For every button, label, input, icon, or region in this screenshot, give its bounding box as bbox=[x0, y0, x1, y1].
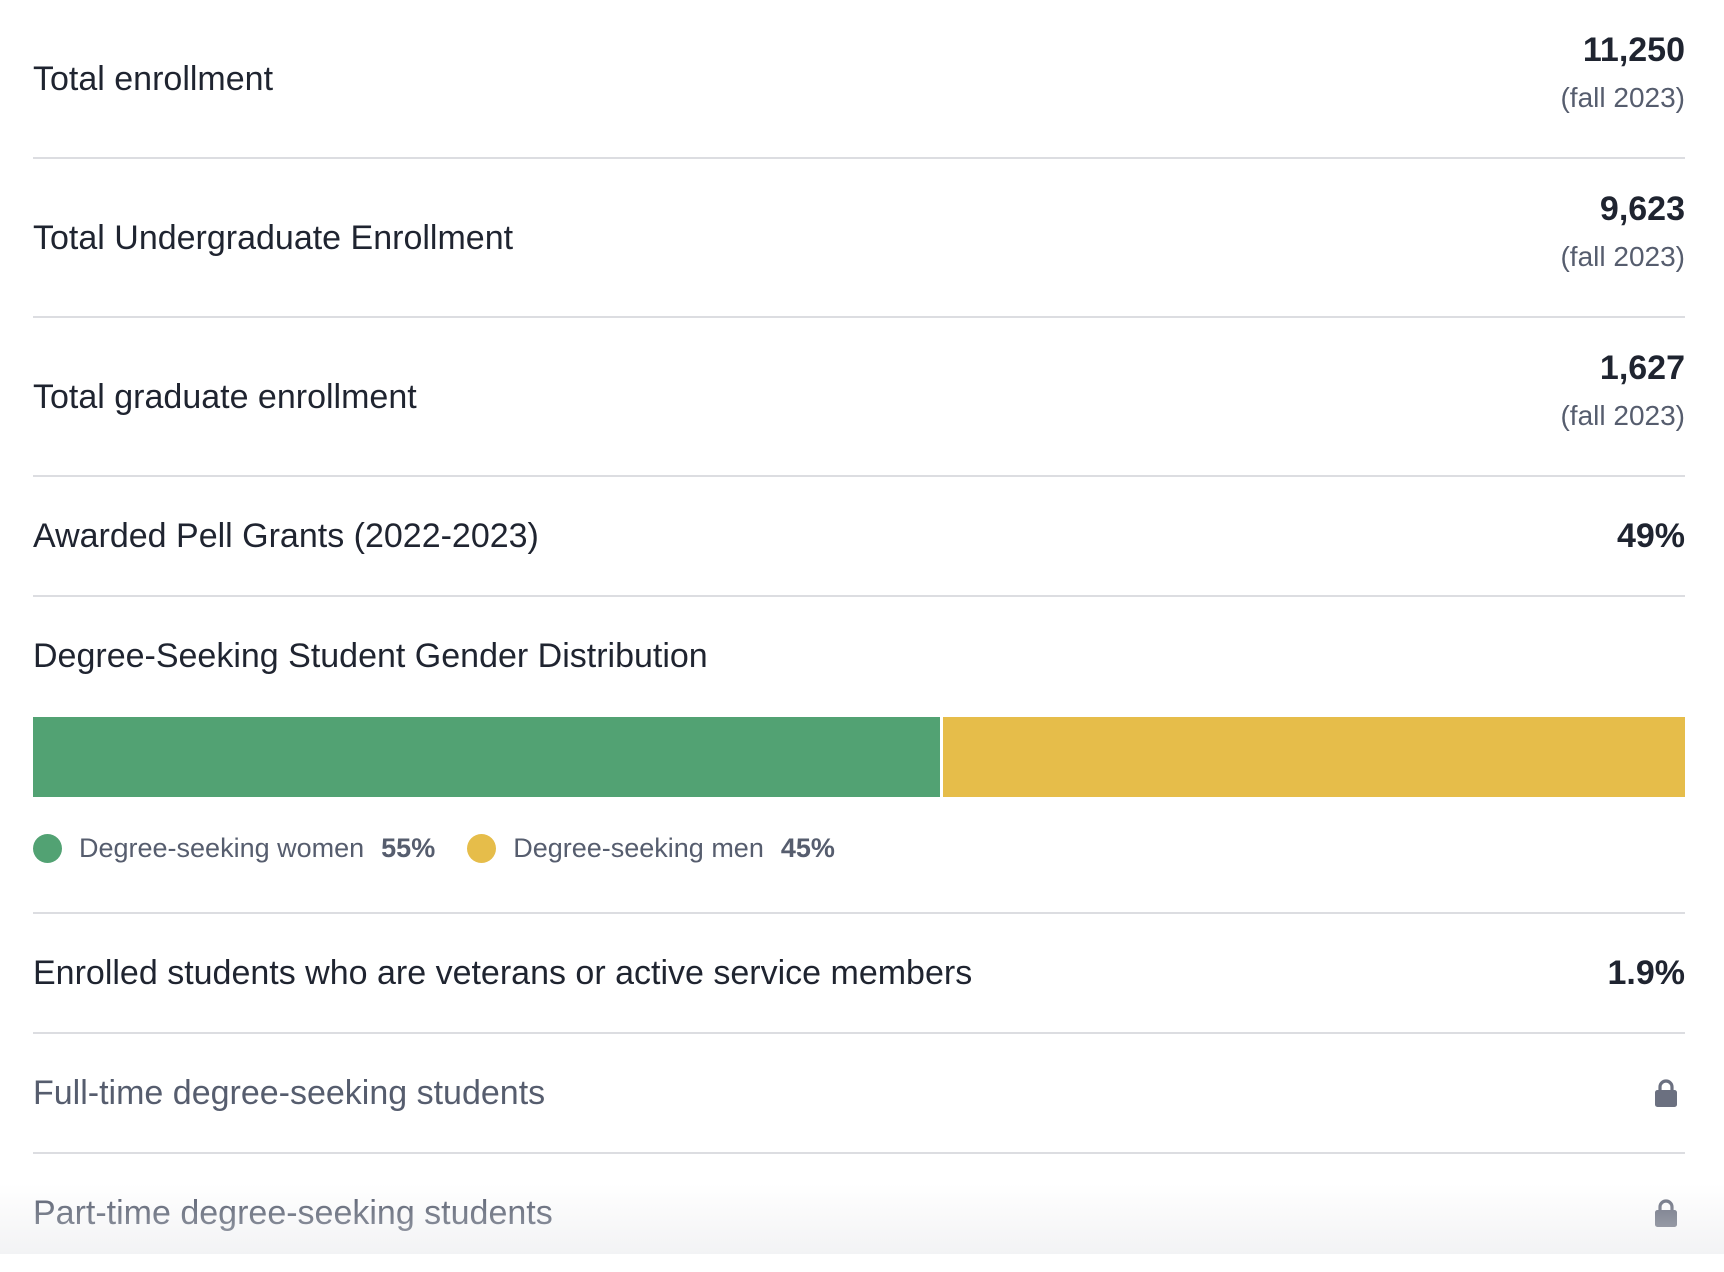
stat-period: (fall 2023) bbox=[1560, 241, 1685, 272]
legend-percent: 45% bbox=[780, 833, 835, 863]
stat-label: Awarded Pell Grants (2022-2023) bbox=[33, 516, 539, 555]
stat-row-veterans: Enrolled students who are veterans or ac… bbox=[33, 914, 1685, 1034]
stat-row-undergraduate-enrollment: Total Undergraduate Enrollment 9,623 (fa… bbox=[33, 159, 1685, 318]
bar-segment-women bbox=[33, 717, 940, 797]
locked-stat-label: Full-time degree-seeking students bbox=[33, 1073, 546, 1112]
legend-swatch-men bbox=[467, 834, 497, 863]
stat-label: Total graduate enrollment bbox=[33, 378, 417, 416]
legend-item-women: Degree-seeking women 55% bbox=[33, 833, 435, 864]
enrollment-stats-panel: Total enrollment 11,250 (fall 2023) Tota… bbox=[33, 0, 1685, 1272]
stat-row-total-enrollment: Total enrollment 11,250 (fall 2023) bbox=[33, 0, 1685, 159]
legend-percent: 55% bbox=[381, 833, 436, 863]
gender-distribution-bar bbox=[33, 717, 1685, 797]
gender-distribution-title: Degree-Seeking Student Gender Distributi… bbox=[33, 637, 708, 675]
stat-value: 49% bbox=[1616, 516, 1685, 555]
legend-swatch-women bbox=[33, 834, 62, 863]
locked-row-part-time[interactable]: Part-time degree-seeking students bbox=[33, 1154, 1685, 1272]
stat-row-pell-grants: Awarded Pell Grants (2022-2023) 49% bbox=[33, 477, 1685, 597]
stat-value: 1.9% bbox=[1607, 953, 1686, 992]
stat-period: (fall 2023) bbox=[1560, 400, 1685, 431]
stat-value-block: 1,627 (fall 2023) bbox=[1560, 349, 1685, 432]
lock-icon[interactable] bbox=[1655, 1079, 1677, 1107]
stat-label: Total Undergraduate Enrollment bbox=[33, 219, 514, 257]
stat-value-block: 11,250 (fall 2023) bbox=[1560, 31, 1685, 114]
stat-value: 11,250 bbox=[1582, 31, 1685, 69]
stat-label: Enrolled students who are veterans or ac… bbox=[33, 953, 973, 992]
bar-divider bbox=[939, 717, 943, 797]
stat-period: (fall 2023) bbox=[1560, 82, 1685, 113]
locked-stat-label: Part-time degree-seeking students bbox=[33, 1193, 553, 1232]
stat-value-block: 9,623 (fall 2023) bbox=[1560, 190, 1685, 273]
stat-value: 9,623 bbox=[1599, 190, 1685, 228]
legend-label: Degree-seeking women bbox=[79, 833, 365, 863]
gender-legend: Degree-seeking women 55% Degree-seeking … bbox=[33, 833, 867, 864]
legend-label: Degree-seeking men bbox=[513, 833, 764, 863]
stat-value: 1,627 bbox=[1599, 349, 1685, 387]
stat-row-graduate-enrollment: Total graduate enrollment 1,627 (fall 20… bbox=[33, 318, 1685, 477]
bar-segment-men bbox=[942, 717, 1685, 797]
gender-distribution: Degree-Seeking Student Gender Distributi… bbox=[33, 597, 1685, 914]
locked-row-full-time[interactable]: Full-time degree-seeking students bbox=[33, 1034, 1685, 1154]
lock-icon[interactable] bbox=[1655, 1199, 1677, 1227]
stat-label: Total enrollment bbox=[33, 60, 274, 98]
legend-item-men: Degree-seeking men 45% bbox=[467, 833, 835, 864]
